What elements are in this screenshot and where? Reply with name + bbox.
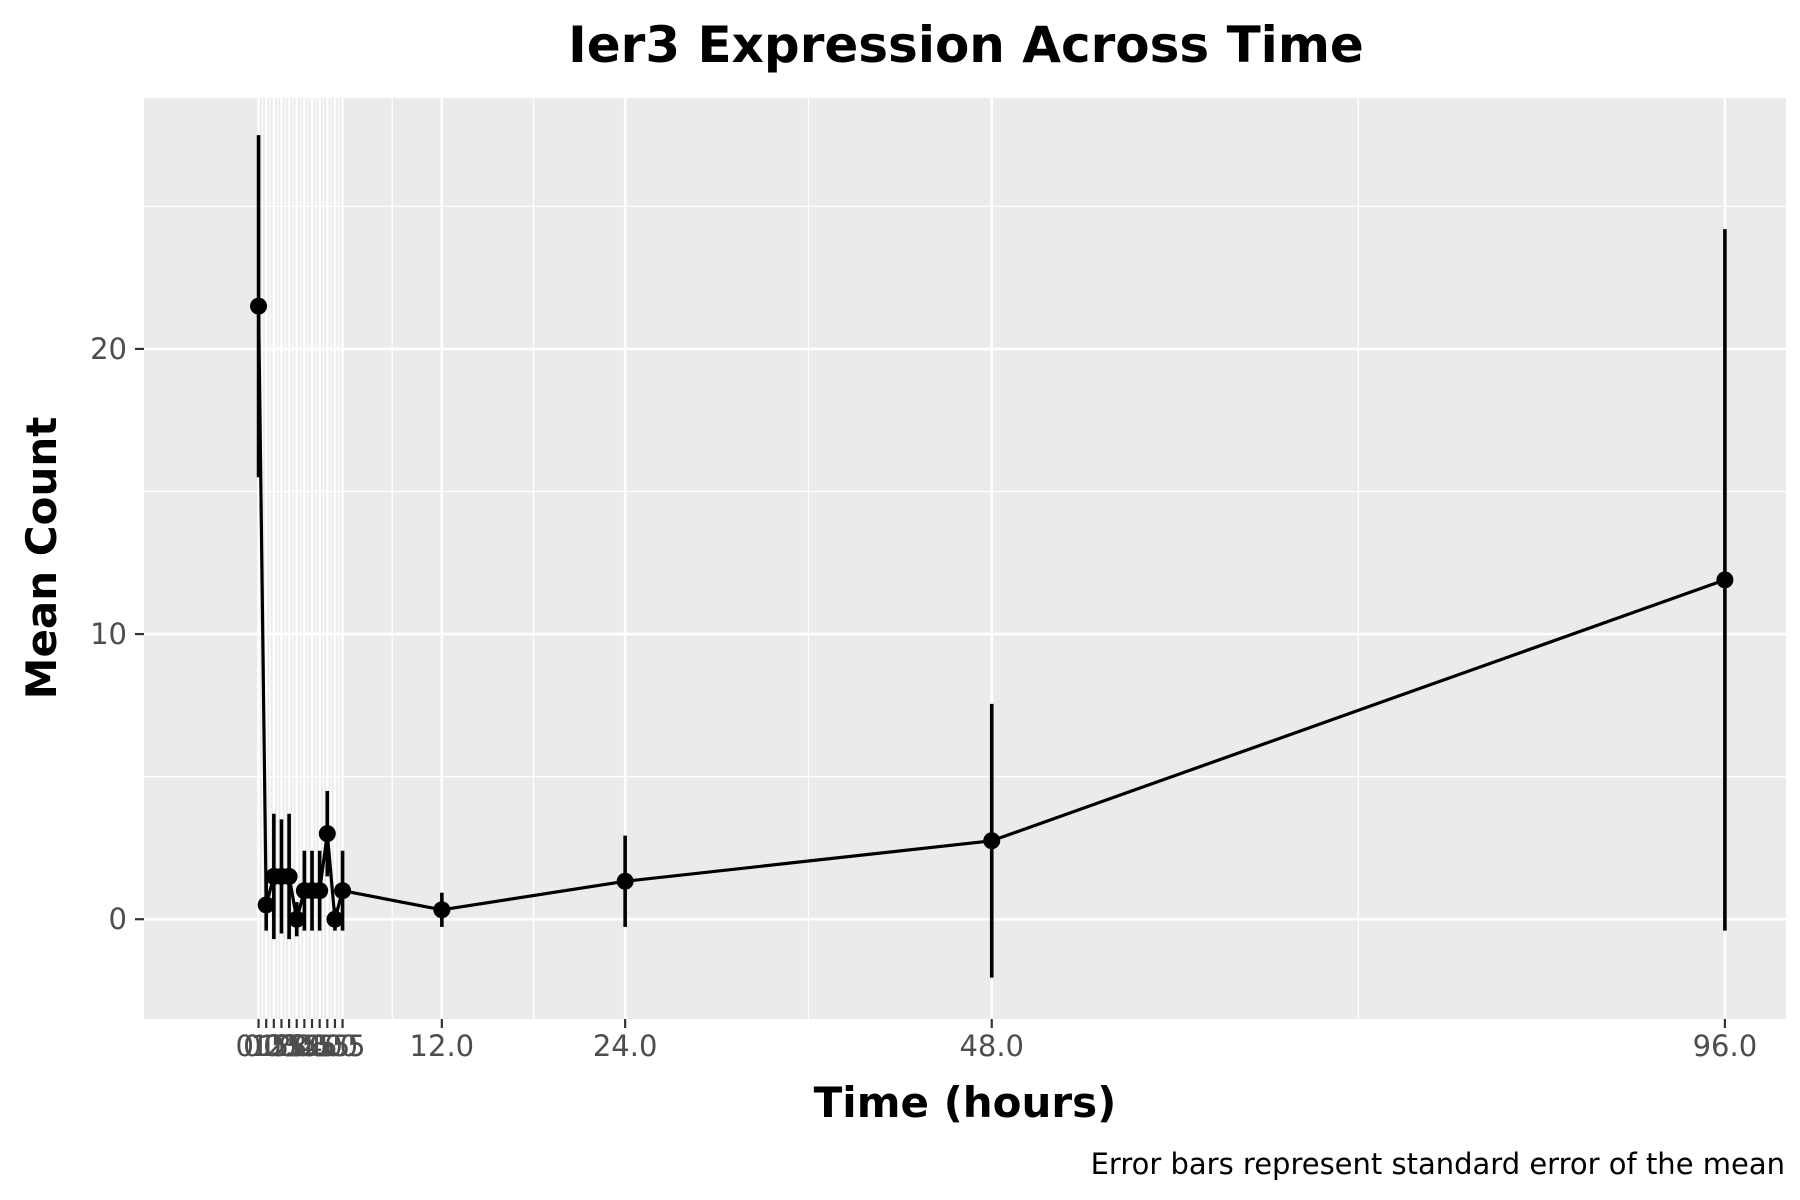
data-point bbox=[280, 867, 298, 885]
x-tick-label: 96.0 bbox=[1693, 1029, 1758, 1063]
x-tick-label: 2.5 bbox=[274, 1029, 320, 1063]
data-point bbox=[318, 825, 336, 843]
x-tick-label: 4.5 bbox=[304, 1029, 350, 1063]
data-series bbox=[250, 135, 1734, 978]
plot-panel bbox=[144, 98, 1786, 1019]
data-point bbox=[250, 297, 268, 315]
x-tick-label: 2.0 bbox=[266, 1029, 312, 1063]
x-tick-label: 5.5 bbox=[320, 1029, 366, 1063]
chart-caption: Error bars represent standard error of t… bbox=[1091, 1147, 1785, 1181]
y-axis-title: Mean Count bbox=[17, 417, 66, 700]
chart-title: Ier3 Expression Across Time bbox=[568, 16, 1364, 74]
x-tick-label: 0.0 bbox=[235, 1029, 281, 1063]
x-tick-label: 3.5 bbox=[289, 1029, 335, 1063]
x-tick-label: 1.5 bbox=[258, 1029, 304, 1063]
data-point bbox=[257, 896, 275, 914]
x-tick-label: 0.5 bbox=[243, 1029, 289, 1063]
y-tick-label: 20 bbox=[90, 332, 127, 366]
data-point bbox=[326, 910, 344, 928]
y-tick-label: 0 bbox=[109, 902, 127, 936]
x-tick-label: 24.0 bbox=[593, 1029, 658, 1063]
x-tick-label: 4.0 bbox=[297, 1029, 343, 1063]
x-tick-label: 1.0 bbox=[251, 1029, 297, 1063]
data-point bbox=[433, 901, 451, 919]
x-tick-label: 48.0 bbox=[959, 1029, 1024, 1063]
data-point bbox=[311, 882, 329, 900]
x-tick-label: 12.0 bbox=[410, 1029, 475, 1063]
data-point bbox=[983, 832, 1001, 850]
y-tick-label: 10 bbox=[90, 617, 127, 651]
x-tick-label: 3.0 bbox=[281, 1029, 327, 1063]
x-axis-title: Time (hours) bbox=[814, 1078, 1117, 1127]
x-tick-label: 5.0 bbox=[312, 1029, 358, 1063]
data-point bbox=[616, 872, 634, 890]
data-point bbox=[1716, 571, 1734, 589]
axes: 0 10 20 0.00.51.01.52.02.53.03.54.04.55.05.… bbox=[90, 332, 1757, 1063]
data-point bbox=[334, 882, 352, 900]
data-point bbox=[288, 910, 306, 928]
